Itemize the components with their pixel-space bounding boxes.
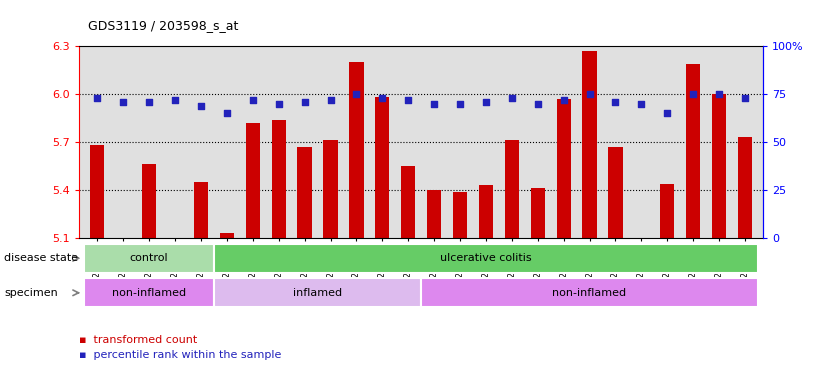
Bar [193, 182, 208, 238]
Point [531, 101, 545, 107]
Bar [84, 278, 214, 308]
Point [246, 97, 259, 103]
Bar [427, 190, 441, 238]
Bar [453, 192, 467, 238]
Point [117, 99, 130, 105]
Point [375, 95, 389, 101]
Bar [349, 62, 364, 238]
Text: non-inflamed: non-inflamed [112, 288, 186, 298]
Bar [686, 64, 701, 238]
Point [738, 95, 751, 101]
Text: ulcerative colitis: ulcerative colitis [440, 253, 532, 263]
Bar [246, 123, 260, 238]
Point [609, 99, 622, 105]
Point [557, 97, 570, 103]
Bar [421, 278, 758, 308]
Text: ▪  transformed count: ▪ transformed count [79, 335, 198, 345]
Text: inflamed: inflamed [293, 288, 342, 298]
Point [298, 99, 311, 105]
Point [712, 91, 726, 97]
Point [686, 91, 700, 97]
Bar [375, 97, 389, 238]
Point [401, 97, 414, 103]
Text: control: control [130, 253, 168, 263]
Bar [220, 233, 234, 238]
Point [480, 99, 493, 105]
Bar [84, 243, 214, 273]
Bar [272, 120, 286, 238]
Bar [530, 189, 545, 238]
Text: ▪  percentile rank within the sample: ▪ percentile rank within the sample [79, 350, 282, 360]
Bar [142, 164, 156, 238]
Point [324, 97, 337, 103]
Text: disease state: disease state [4, 253, 78, 263]
Point [168, 97, 182, 103]
Point [505, 95, 519, 101]
Text: non-inflamed: non-inflamed [552, 288, 626, 298]
Bar [505, 141, 519, 238]
Text: specimen: specimen [4, 288, 58, 298]
Point [349, 91, 363, 97]
Point [91, 95, 104, 101]
Point [428, 101, 441, 107]
Bar [556, 99, 570, 238]
Bar [214, 278, 421, 308]
Point [194, 103, 208, 109]
Point [635, 101, 648, 107]
Bar [608, 147, 622, 238]
Text: GDS3119 / 203598_s_at: GDS3119 / 203598_s_at [88, 19, 238, 32]
Point [583, 91, 596, 97]
Bar [712, 94, 726, 238]
Bar [298, 147, 312, 238]
Bar [90, 145, 104, 238]
Bar [214, 243, 758, 273]
Point [143, 99, 156, 105]
Bar [738, 137, 752, 238]
Point [220, 110, 234, 116]
Bar [661, 184, 675, 238]
Bar [401, 166, 415, 238]
Point [272, 101, 285, 107]
Point [454, 101, 467, 107]
Point [661, 110, 674, 116]
Bar [479, 185, 493, 238]
Bar [582, 51, 596, 238]
Bar [324, 141, 338, 238]
